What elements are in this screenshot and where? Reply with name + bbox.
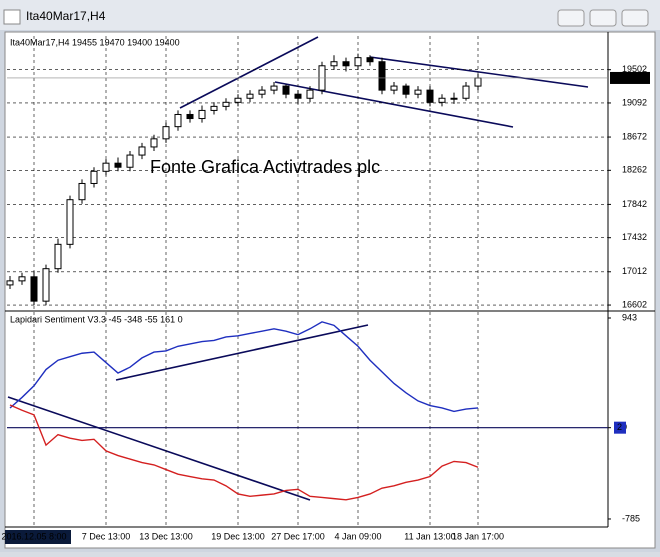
y-tick-label: 18672 [622, 131, 647, 141]
candle-body [438, 97, 446, 103]
candle-body [18, 276, 26, 282]
trendline [7, 396, 311, 501]
candle-body [462, 85, 470, 99]
candle-body [270, 85, 278, 91]
price-tag-label: 19400 [614, 72, 639, 82]
first-date-box [5, 530, 71, 544]
y-tick-label: 19502 [622, 64, 647, 74]
x-tick-label: 11 Jan 13:00 [404, 531, 455, 541]
candle-body [246, 93, 254, 99]
candle-body [78, 182, 86, 201]
x-tick-label: 4 Jan 09:00 [334, 531, 381, 541]
candle-body [174, 113, 182, 128]
x-tick-label: 27 Dec 17:00 [271, 531, 325, 541]
candle-body [426, 89, 434, 103]
y-tick-label: 18262 [622, 165, 647, 175]
indicator-line [9, 404, 479, 501]
candle-body [306, 89, 314, 99]
y-tick-label: -785 [622, 513, 640, 523]
trendline [115, 324, 369, 381]
candle-body [66, 199, 74, 245]
candle-body [378, 61, 386, 91]
x-tick-label: 2016.12.05 8:00 [1, 531, 66, 541]
candle-body [222, 101, 230, 107]
candle-body [474, 77, 482, 87]
candle-body [330, 61, 338, 67]
candle-body [90, 170, 98, 184]
candle-body [30, 276, 38, 302]
x-tick-label: 18 Jan 17:00 [452, 531, 504, 541]
candle-body [54, 243, 62, 270]
y-tick-label: 19092 [622, 97, 647, 107]
candle-body [210, 105, 218, 111]
level-tag [614, 421, 626, 434]
candle-body [450, 97, 458, 100]
window-title: Ita40Mar17,H4 [26, 9, 106, 23]
y-tick-label: 17012 [622, 266, 647, 276]
candle-body [102, 162, 110, 172]
y-tick-label: 17432 [622, 232, 647, 242]
x-tick-label: 13 Dec 13:00 [139, 531, 193, 541]
candle-body [162, 126, 170, 140]
candle-body [402, 85, 410, 95]
window-icon [3, 9, 21, 25]
trendline [274, 81, 514, 128]
candle-body [282, 85, 290, 95]
indicator-header: Lapidari Sentiment V3.3 -45 -348 -55 161… [10, 314, 183, 324]
minimize-button[interactable] [557, 9, 585, 27]
candle-body [126, 154, 134, 168]
candle-body [138, 146, 146, 156]
candle-body [186, 113, 194, 120]
candle-body [6, 280, 14, 286]
candle-body [42, 268, 50, 302]
y-tick-label: 17842 [622, 199, 647, 209]
y-tick-label: 16602 [622, 299, 647, 309]
candle-body [366, 57, 374, 63]
candle-body [198, 109, 206, 120]
candle-body [234, 97, 242, 103]
y-tick-label: 943 [622, 312, 637, 322]
level-tag-label: 2 [617, 422, 622, 432]
candle-body [258, 89, 266, 95]
chart-header: Ita40Mar17,H4 19455 19470 19400 19400 [10, 37, 180, 47]
chart-area [4, 31, 656, 549]
candle-body [354, 57, 362, 67]
trendlines [7, 36, 589, 501]
maximize-button[interactable] [589, 9, 617, 27]
indicator-line [9, 321, 479, 413]
close-button[interactable] [621, 9, 649, 27]
price-tag [610, 71, 650, 84]
candle-body [414, 89, 422, 95]
candle-body [390, 85, 398, 91]
candle-body [150, 138, 158, 148]
x-tick-label: 7 Dec 13:00 [82, 531, 131, 541]
title-bar [0, 0, 660, 30]
candle-body [114, 162, 122, 168]
trendline [369, 56, 589, 88]
trendline [179, 36, 319, 109]
watermark: Fonte Grafica Activtrades plc [150, 157, 380, 177]
candle-body [342, 61, 350, 67]
candle-body [294, 93, 302, 99]
x-tick-label: 19 Dec 13:00 [211, 531, 265, 541]
